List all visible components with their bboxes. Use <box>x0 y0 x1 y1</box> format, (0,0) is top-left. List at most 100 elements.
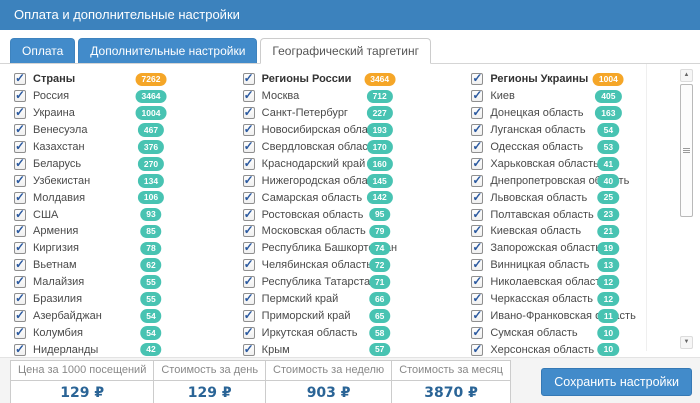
geo-item-label[interactable]: Винницкая область <box>490 259 590 272</box>
geo-item-checkbox[interactable] <box>14 325 26 339</box>
geo-item-label[interactable]: Регионы России <box>261 73 352 86</box>
geo-item-label[interactable]: Свердловская область <box>261 141 379 153</box>
geo-item-label[interactable]: Москва <box>261 90 300 103</box>
geo-item-label[interactable]: Молдавия <box>33 191 86 204</box>
geo-item-label[interactable]: США <box>33 208 59 221</box>
geo-item-checkbox[interactable] <box>471 190 484 204</box>
geo-item-checkbox[interactable] <box>242 88 255 103</box>
geo-item-label[interactable]: Нижегородская область <box>261 174 384 187</box>
geo-item-checkbox[interactable] <box>471 207 484 221</box>
geo-item-label[interactable]: Самарская область <box>261 191 363 204</box>
geo-item-label[interactable]: Львовская область <box>490 191 588 204</box>
geo-item-checkbox[interactable] <box>14 88 26 103</box>
geo-item-label[interactable]: Киевская область <box>490 225 582 238</box>
geo-item-label[interactable]: Полтавская область <box>490 208 594 221</box>
geo-item-checkbox[interactable] <box>14 122 26 137</box>
geo-item-label[interactable]: Санкт-Петербург <box>261 107 348 120</box>
geo-item-checkbox[interactable] <box>471 291 484 306</box>
geo-item-checkbox[interactable] <box>14 240 26 255</box>
tab-payment[interactable]: Оплата <box>10 38 76 63</box>
geo-item-label[interactable]: Казахстан <box>33 141 85 153</box>
geo-item-label[interactable]: Нидерланды <box>33 343 99 356</box>
geo-item-label[interactable]: Сумская область <box>490 326 578 339</box>
geo-item-label[interactable]: Россия <box>33 90 70 103</box>
geo-item-checkbox[interactable] <box>242 173 255 187</box>
geo-item-checkbox[interactable] <box>242 207 255 221</box>
geo-item-checkbox[interactable] <box>242 223 255 238</box>
geo-item-checkbox[interactable] <box>242 122 255 137</box>
geo-item-label[interactable]: Николаевская область <box>490 276 607 289</box>
save-settings-button[interactable]: Сохранить настройки <box>541 368 692 396</box>
geo-item-label[interactable]: Херсонская область <box>490 343 595 356</box>
geo-item-label[interactable]: Украина <box>33 107 75 120</box>
geo-item-checkbox[interactable] <box>242 325 255 339</box>
geo-item-checkbox[interactable] <box>471 342 484 356</box>
geo-item-checkbox[interactable] <box>14 257 26 272</box>
geo-item-checkbox[interactable] <box>14 105 26 120</box>
geo-item-checkbox[interactable] <box>14 139 26 153</box>
geo-item-label[interactable]: Крым <box>261 343 290 356</box>
geo-item-checkbox[interactable] <box>14 223 26 238</box>
geo-item-checkbox[interactable] <box>242 257 255 272</box>
vertical-scrollbar[interactable]: ▲ ▼ <box>680 69 693 349</box>
geo-item-label[interactable]: Новосибирская область <box>261 124 385 137</box>
geo-item-checkbox[interactable] <box>14 156 26 170</box>
geo-item-checkbox[interactable] <box>14 274 26 289</box>
geo-item-label[interactable]: Киргизия <box>33 242 79 255</box>
geo-item-checkbox[interactable] <box>242 105 255 120</box>
geo-item-label[interactable]: Армения <box>33 225 79 238</box>
geo-item-checkbox[interactable] <box>471 88 484 103</box>
geo-item-label[interactable]: Луганская область <box>490 124 586 137</box>
geo-item-checkbox[interactable] <box>471 308 484 322</box>
geo-item-label[interactable]: Харьковская область <box>490 157 599 170</box>
geo-item-checkbox[interactable] <box>242 71 255 86</box>
geo-item-label[interactable]: Донецкая область <box>490 107 584 120</box>
geo-item-label[interactable]: Пермский край <box>261 293 339 306</box>
geo-item-checkbox[interactable] <box>242 190 255 204</box>
geo-item-checkbox[interactable] <box>471 156 484 170</box>
geo-item-label[interactable]: Иркутская область <box>261 326 358 339</box>
scrollbar-thumb[interactable] <box>680 84 693 217</box>
geo-item-checkbox[interactable] <box>242 139 255 153</box>
geo-item-checkbox[interactable] <box>471 223 484 238</box>
geo-item-checkbox[interactable] <box>14 173 26 187</box>
geo-item-checkbox[interactable] <box>242 291 255 306</box>
geo-item-label[interactable]: Малайзия <box>33 276 85 289</box>
geo-item-checkbox[interactable] <box>471 139 484 153</box>
geo-item-label[interactable]: Узбекистан <box>33 174 91 187</box>
geo-item-checkbox[interactable] <box>242 156 255 170</box>
scroll-down-icon[interactable]: ▼ <box>680 336 693 349</box>
geo-item-checkbox[interactable] <box>471 257 484 272</box>
geo-item-checkbox[interactable] <box>471 274 484 289</box>
geo-item-checkbox[interactable] <box>471 105 484 120</box>
geo-item-label[interactable]: Краснодарский край <box>261 157 366 170</box>
geo-item-label[interactable]: Одесская область <box>490 141 584 153</box>
geo-item-checkbox[interactable] <box>471 325 484 339</box>
geo-item-checkbox[interactable] <box>242 240 255 255</box>
tab-additional-settings[interactable]: Дополнительные настройки <box>78 38 258 63</box>
geo-item-checkbox[interactable] <box>14 342 26 356</box>
scroll-up-icon[interactable]: ▲ <box>680 69 693 82</box>
geo-item-label[interactable]: Регионы Украины <box>490 73 589 86</box>
geo-item-label[interactable]: Колумбия <box>33 326 83 339</box>
geo-item-label[interactable]: Республика Татарстан <box>261 276 377 289</box>
geo-item-checkbox[interactable] <box>14 207 26 221</box>
geo-item-checkbox[interactable] <box>242 274 255 289</box>
geo-item-checkbox[interactable] <box>471 71 484 86</box>
geo-item-checkbox[interactable] <box>14 291 26 306</box>
geo-item-label[interactable]: Бразилия <box>33 293 83 306</box>
geo-item-checkbox[interactable] <box>242 342 255 356</box>
geo-item-label[interactable]: Азербайджан <box>33 309 102 322</box>
geo-item-checkbox[interactable] <box>471 240 484 255</box>
geo-item-label[interactable]: Венесуэла <box>33 124 88 137</box>
geo-item-checkbox[interactable] <box>242 308 255 322</box>
geo-item-label[interactable]: Вьетнам <box>33 259 77 272</box>
geo-item-label[interactable]: Московская область <box>261 225 366 238</box>
geo-item-label[interactable]: Приморский край <box>261 309 351 322</box>
geo-item-label[interactable]: Республика Башкортостан <box>261 242 398 255</box>
geo-item-checkbox[interactable] <box>471 173 484 187</box>
geo-item-label[interactable]: Беларусь <box>33 157 82 170</box>
geo-item-label[interactable]: Киев <box>490 90 515 103</box>
geo-item-checkbox[interactable] <box>471 122 484 137</box>
geo-item-label[interactable]: Днепропетровская область <box>490 174 630 187</box>
